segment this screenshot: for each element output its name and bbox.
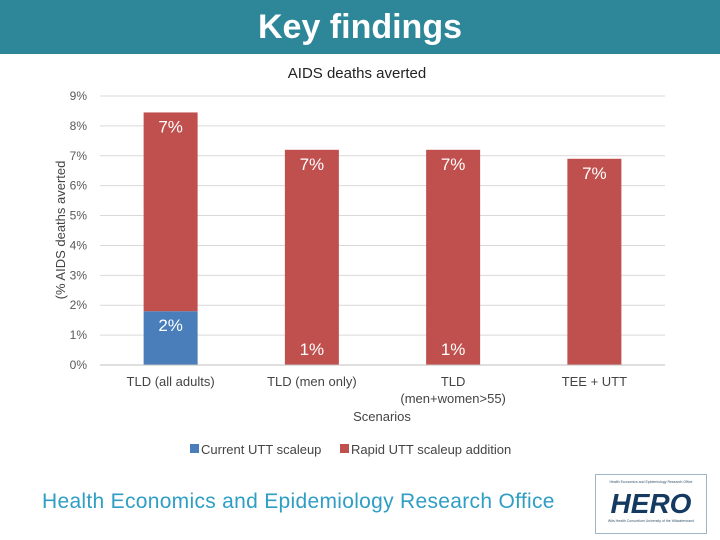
y-tick-label: 4% [70,238,88,252]
data-label: 7% [582,164,607,183]
data-label: 1% [300,340,325,359]
y-tick-label: 9% [70,89,88,103]
data-label: 1% [441,340,466,359]
y-axis-label: (% AIDS deaths averted [53,161,68,300]
y-tick-label: 2% [70,298,88,312]
y-tick-label: 0% [70,358,88,372]
bar-rapid-utt-addition [143,112,198,312]
data-label: 7% [158,117,183,136]
y-tick-label: 8% [70,119,88,133]
logo-top-text: Health Economics and Epidemiology Resear… [609,480,693,484]
x-tick-label: TLD (men only) [267,374,357,389]
y-tick-label: 5% [70,209,88,223]
data-label: 7% [441,155,466,174]
y-tick-label: 1% [70,328,88,342]
legend-label: Rapid UTT scaleup addition [351,442,511,457]
x-tick-label: TEE + UTT [562,374,627,389]
legend-label: Current UTT scaleup [201,442,321,457]
bar-rapid-utt-addition [284,149,339,365]
logo-wordmark: HERO [610,488,692,519]
chart-title: AIDS deaths averted [288,65,426,82]
legend-swatch [190,444,199,453]
bar-current-utt [143,311,198,365]
x-tick-label: TLD [441,374,466,389]
x-axis-label: Scenarios [353,409,411,424]
data-label: 2% [158,316,183,335]
bar-rapid-utt-addition [567,158,622,365]
x-tick-label: (men+women>55) [400,391,506,406]
title-bar: Key findings [0,0,720,54]
y-tick-label: 7% [70,149,88,163]
footer-organization-name: Health Economics and Epidemiology Resear… [42,490,555,513]
stacked-bar-chart: AIDS deaths averted 0% 1% 2% 3% 4% 5% 6% 7% 8% 9% (… [53,65,665,457]
data-label: 7% [300,155,325,174]
y-tick-label: 6% [70,179,88,193]
x-tick-label: TLD (all adults) [127,374,215,389]
bar-rapid-utt-addition [426,149,481,365]
legend-swatch [340,444,349,453]
y-tick-label: 3% [70,268,88,282]
hero-logo: Health Economics and Epidemiology Resear… [595,474,707,534]
slide-title: Key findings [257,8,463,46]
logo-bottom-text: Wits Health Consortium University of the… [607,519,695,523]
